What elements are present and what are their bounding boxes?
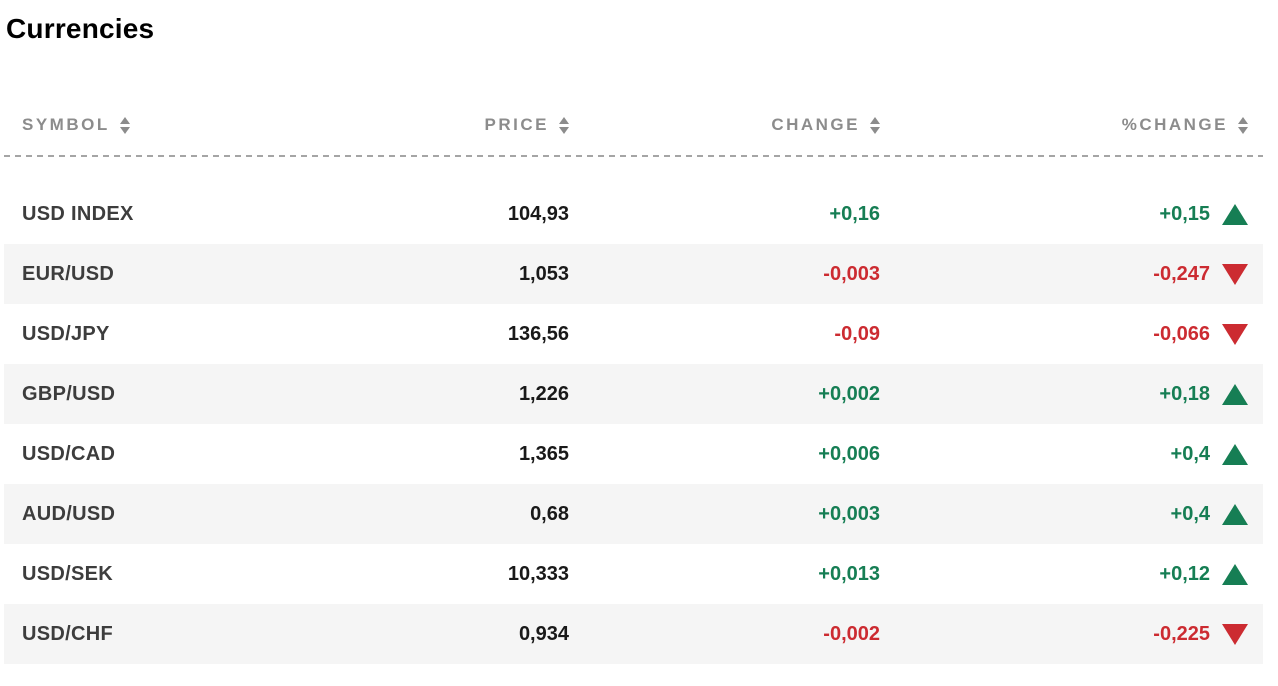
pct-change-value: +0,4 bbox=[1170, 502, 1210, 525]
down-triangle-icon bbox=[1222, 623, 1248, 645]
change-cell: +0,003 bbox=[818, 502, 880, 525]
pct-change-cell: +0,18 bbox=[880, 383, 1248, 406]
column-header-change-label: CHANGE bbox=[771, 115, 860, 134]
table-row[interactable]: USD/CHF 0,934 -0,002 -0,225 bbox=[4, 604, 1263, 664]
pct-change-cell: +0,4 bbox=[880, 443, 1248, 466]
pct-change-cell: -0,225 bbox=[880, 623, 1248, 646]
table-header: SYMBOL PRICE CHANGE %CHANGE bbox=[4, 105, 1263, 145]
table-row[interactable]: AUD/USD 0,68 +0,003 +0,4 bbox=[4, 484, 1263, 544]
table-row[interactable]: EUR/USD 1,053 -0,003 -0,247 bbox=[4, 244, 1263, 304]
column-header-pct-change-label: %CHANGE bbox=[1121, 115, 1228, 134]
price-cell: 0,934 bbox=[518, 622, 569, 645]
symbol-cell[interactable]: USD/CHF bbox=[22, 622, 113, 645]
sort-arrows-icon bbox=[1238, 116, 1248, 134]
up-triangle-icon bbox=[1222, 203, 1248, 225]
pct-change-value: +0,12 bbox=[1159, 562, 1210, 585]
change-cell: -0,09 bbox=[834, 322, 880, 345]
change-cell: -0,002 bbox=[823, 622, 880, 645]
up-triangle-icon bbox=[1222, 503, 1248, 525]
column-header-symbol[interactable]: SYMBOL bbox=[4, 115, 304, 135]
change-cell: +0,16 bbox=[829, 202, 880, 225]
price-cell: 1,226 bbox=[518, 382, 569, 405]
pct-change-value: -0,225 bbox=[1153, 622, 1210, 645]
change-cell: -0,003 bbox=[823, 262, 880, 285]
table-row[interactable]: GBP/USD 1,226 +0,002 +0,18 bbox=[4, 364, 1263, 424]
column-header-change[interactable]: CHANGE bbox=[569, 115, 880, 135]
down-triangle-icon bbox=[1222, 323, 1248, 345]
pct-change-value: -0,247 bbox=[1153, 262, 1210, 285]
currencies-widget: Currencies SYMBOL PRICE CHANGE %CHANGE U… bbox=[4, 13, 1263, 664]
price-cell: 104,93 bbox=[507, 202, 569, 225]
sort-arrows-icon bbox=[119, 116, 130, 134]
up-triangle-icon bbox=[1222, 443, 1248, 465]
price-cell: 0,68 bbox=[530, 502, 569, 525]
down-triangle-icon bbox=[1222, 263, 1248, 285]
symbol-cell[interactable]: USD/SEK bbox=[22, 562, 114, 585]
price-cell: 136,56 bbox=[507, 322, 569, 345]
column-header-price-label: PRICE bbox=[484, 115, 549, 134]
symbol-cell[interactable]: USD/JPY bbox=[22, 322, 110, 345]
change-cell: +0,013 bbox=[818, 562, 880, 585]
header-divider bbox=[4, 155, 1263, 157]
pct-change-cell: +0,12 bbox=[880, 563, 1248, 586]
pct-change-cell: +0,4 bbox=[880, 503, 1248, 526]
pct-change-cell: +0,15 bbox=[880, 203, 1248, 226]
pct-change-value: +0,4 bbox=[1170, 442, 1210, 465]
pct-change-cell: -0,247 bbox=[880, 263, 1248, 286]
pct-change-cell: -0,066 bbox=[880, 323, 1248, 346]
column-header-symbol-label: SYMBOL bbox=[22, 115, 110, 134]
symbol-cell[interactable]: GBP/USD bbox=[22, 382, 116, 405]
sort-arrows-icon bbox=[870, 116, 880, 134]
symbol-cell[interactable]: AUD/USD bbox=[22, 502, 116, 525]
price-cell: 10,333 bbox=[507, 562, 569, 585]
table-row[interactable]: USD/JPY 136,56 -0,09 -0,066 bbox=[4, 304, 1263, 364]
symbol-cell[interactable]: EUR/USD bbox=[22, 262, 115, 285]
page-title: Currencies bbox=[6, 13, 155, 44]
table-row[interactable]: USD INDEX 104,93 +0,16 +0,15 bbox=[4, 184, 1263, 244]
currencies-table: SYMBOL PRICE CHANGE %CHANGE USD INDEX 10… bbox=[4, 105, 1263, 664]
symbol-cell[interactable]: USD/CAD bbox=[22, 442, 116, 465]
column-header-price[interactable]: PRICE bbox=[304, 115, 569, 135]
table-row[interactable]: USD/SEK 10,333 +0,013 +0,12 bbox=[4, 544, 1263, 604]
table-row[interactable]: USD/CAD 1,365 +0,006 +0,4 bbox=[4, 424, 1263, 484]
pct-change-value: +0,15 bbox=[1159, 202, 1210, 225]
symbol-cell[interactable]: USD INDEX bbox=[22, 202, 134, 225]
price-cell: 1,365 bbox=[518, 442, 569, 465]
pct-change-value: -0,066 bbox=[1153, 322, 1210, 345]
change-cell: +0,002 bbox=[818, 382, 880, 405]
up-triangle-icon bbox=[1222, 383, 1248, 405]
sort-arrows-icon bbox=[559, 116, 569, 134]
pct-change-value: +0,18 bbox=[1159, 382, 1210, 405]
table-body: USD INDEX 104,93 +0,16 +0,15 EUR/USD 1,0… bbox=[4, 184, 1263, 664]
price-cell: 1,053 bbox=[518, 262, 569, 285]
change-cell: +0,006 bbox=[818, 442, 880, 465]
column-header-pct-change[interactable]: %CHANGE bbox=[880, 115, 1248, 135]
up-triangle-icon bbox=[1222, 563, 1248, 585]
